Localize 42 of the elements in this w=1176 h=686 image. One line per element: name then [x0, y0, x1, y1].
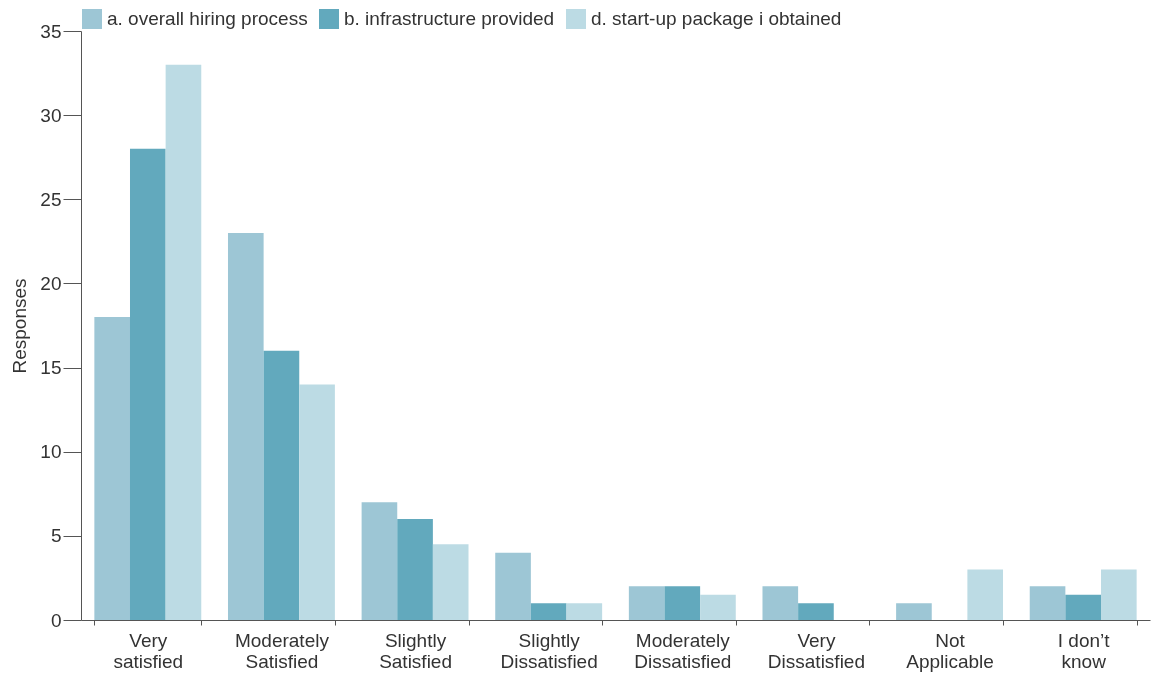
y-axis-title: Responses	[9, 278, 31, 374]
legend-label: a. overall hiring process	[107, 8, 308, 29]
bar	[762, 586, 799, 620]
y-tick-label: 0	[50, 609, 62, 631]
bar	[432, 544, 469, 620]
y-tick-label: 25	[40, 188, 62, 210]
bar	[896, 603, 932, 620]
bar	[130, 148, 166, 620]
bar	[94, 317, 130, 620]
bar	[628, 586, 665, 620]
bar	[227, 232, 264, 620]
x-tick-label: Slightly Dissatisfied	[500, 629, 598, 672]
x-tick-label: I don’t know	[1057, 629, 1111, 672]
y-tick-label: 10	[40, 441, 62, 463]
bar	[798, 603, 834, 620]
bar	[1065, 594, 1101, 620]
y-tick-label: 15	[40, 357, 62, 379]
bar	[1029, 586, 1066, 620]
x-tick-label: Slightly Satisfied	[379, 629, 452, 672]
legend-label: d. start-up package i obtained	[591, 8, 842, 29]
y-tick-label: 30	[40, 104, 62, 126]
legend-label: b. infrastructure provided	[344, 8, 555, 29]
x-tick-label: Moderately Dissatisfied	[634, 629, 732, 672]
bar	[1101, 569, 1137, 620]
y-tick-label: 5	[50, 525, 62, 547]
bar	[299, 384, 335, 620]
bar	[263, 350, 300, 620]
bar	[700, 594, 736, 620]
bar	[361, 502, 398, 620]
y-tick-label: 20	[40, 272, 62, 294]
bar	[165, 64, 202, 620]
bar	[967, 569, 1004, 620]
bar	[664, 586, 701, 620]
x-tick-label: Very satisfied	[113, 629, 184, 672]
x-tick-label: Moderately Satisfied	[234, 629, 330, 672]
y-tick-label: 35	[40, 20, 62, 42]
bar	[530, 603, 567, 620]
bar	[566, 603, 603, 620]
x-tick-label: Not Applicable	[906, 629, 994, 672]
bar	[495, 552, 531, 620]
x-tick-label: Very Dissatisfied	[767, 629, 866, 672]
bar	[397, 519, 433, 620]
